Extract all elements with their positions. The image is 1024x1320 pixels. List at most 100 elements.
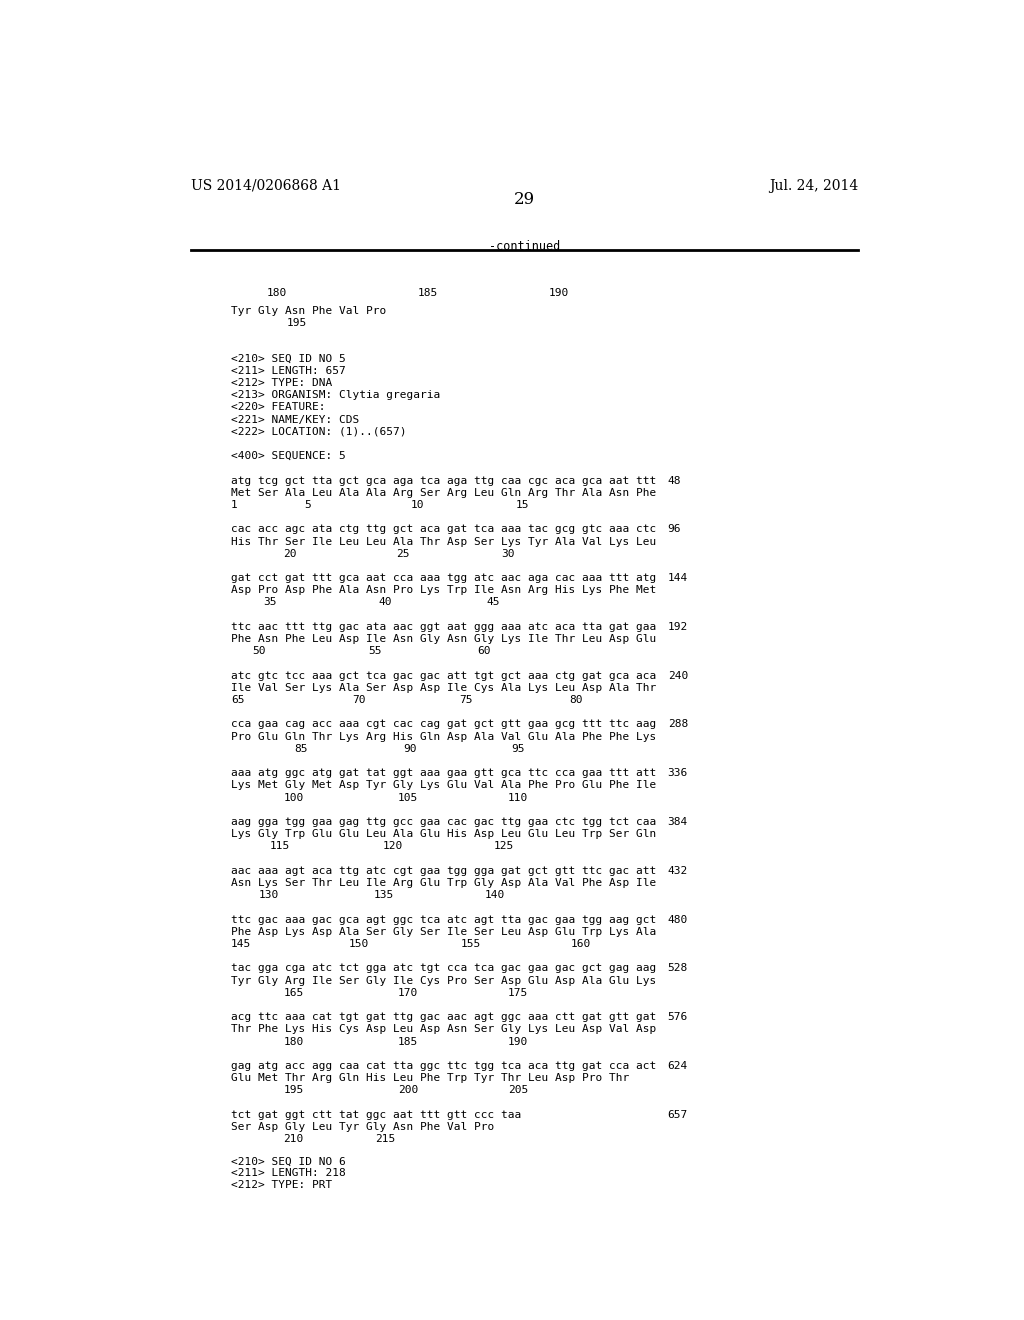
Text: Lys Gly Trp Glu Glu Leu Ala Glu His Asp Leu Glu Leu Trp Ser Gln: Lys Gly Trp Glu Glu Leu Ala Glu His Asp … xyxy=(231,829,656,840)
Text: Thr Phe Lys His Cys Asp Leu Asp Asn Ser Gly Lys Leu Asp Val Asp: Thr Phe Lys His Cys Asp Leu Asp Asn Ser … xyxy=(231,1024,656,1035)
Text: 180: 180 xyxy=(267,289,287,298)
Text: gat cct gat ttt gca aat cca aaa tgg atc aac aga cac aaa ttt atg: gat cct gat ttt gca aat cca aaa tgg atc … xyxy=(231,573,656,583)
Text: 240: 240 xyxy=(668,671,688,681)
Text: 528: 528 xyxy=(668,964,688,973)
Text: <211> LENGTH: 218: <211> LENGTH: 218 xyxy=(231,1168,346,1177)
Text: 105: 105 xyxy=(397,792,418,803)
Text: tct gat ggt ctt tat ggc aat ttt gtt ccc taa: tct gat ggt ctt tat ggc aat ttt gtt ccc … xyxy=(231,1110,521,1119)
Text: 30: 30 xyxy=(501,549,514,558)
Text: His Thr Ser Ile Leu Leu Ala Thr Asp Ser Lys Tyr Ala Val Lys Leu: His Thr Ser Ile Leu Leu Ala Thr Asp Ser … xyxy=(231,536,656,546)
Text: 5: 5 xyxy=(304,500,311,510)
Text: 25: 25 xyxy=(396,549,410,558)
Text: atc gtc tcc aaa gct tca gac gac att tgt gct aaa ctg gat gca aca: atc gtc tcc aaa gct tca gac gac att tgt … xyxy=(231,671,656,681)
Text: aag gga tgg gaa gag ttg gcc gaa cac gac ttg gaa ctc tgg tct caa: aag gga tgg gaa gag ttg gcc gaa cac gac … xyxy=(231,817,656,828)
Text: 195: 195 xyxy=(284,1085,304,1096)
Text: 45: 45 xyxy=(486,598,500,607)
Text: 336: 336 xyxy=(668,768,688,779)
Text: Tyr Gly Asn Phe Val Pro: Tyr Gly Asn Phe Val Pro xyxy=(231,306,386,315)
Text: Ile Val Ser Lys Ala Ser Asp Asp Ile Cys Ala Lys Leu Asp Ala Thr: Ile Val Ser Lys Ala Ser Asp Asp Ile Cys … xyxy=(231,682,656,693)
Text: 95: 95 xyxy=(511,744,525,754)
Text: 130: 130 xyxy=(259,890,280,900)
Text: US 2014/0206868 A1: US 2014/0206868 A1 xyxy=(191,178,341,193)
Text: 35: 35 xyxy=(263,598,276,607)
Text: 657: 657 xyxy=(668,1110,688,1119)
Text: 150: 150 xyxy=(348,939,369,949)
Text: <400> SEQUENCE: 5: <400> SEQUENCE: 5 xyxy=(231,451,346,461)
Text: 384: 384 xyxy=(668,817,688,828)
Text: gag atg acc agg caa cat tta ggc ttc tgg tca aca ttg gat cca act: gag atg acc agg caa cat tta ggc ttc tgg … xyxy=(231,1061,656,1071)
Text: 15: 15 xyxy=(516,500,529,510)
Text: Pro Glu Gln Thr Lys Arg His Gln Asp Ala Val Glu Ala Phe Phe Lys: Pro Glu Gln Thr Lys Arg His Gln Asp Ala … xyxy=(231,731,656,742)
Text: 185: 185 xyxy=(397,1036,418,1047)
Text: atg tcg gct tta gct gca aga tca aga ttg caa cgc aca gca aat ttt: atg tcg gct tta gct gca aga tca aga ttg … xyxy=(231,475,656,486)
Text: 90: 90 xyxy=(403,744,417,754)
Text: 110: 110 xyxy=(508,792,528,803)
Text: <221> NAME/KEY: CDS: <221> NAME/KEY: CDS xyxy=(231,414,359,425)
Text: 195: 195 xyxy=(287,318,307,327)
Text: 140: 140 xyxy=(485,890,506,900)
Text: 96: 96 xyxy=(668,524,681,535)
Text: Lys Met Gly Met Asp Tyr Gly Lys Glu Val Ala Phe Pro Glu Phe Ile: Lys Met Gly Met Asp Tyr Gly Lys Glu Val … xyxy=(231,780,656,791)
Text: acg ttc aaa cat tgt gat ttg gac aac agt ggc aaa ctt gat gtt gat: acg ttc aaa cat tgt gat ttg gac aac agt … xyxy=(231,1012,656,1022)
Text: <222> LOCATION: (1)..(657): <222> LOCATION: (1)..(657) xyxy=(231,426,407,437)
Text: 115: 115 xyxy=(269,841,290,851)
Text: Asp Pro Asp Phe Ala Asn Pro Lys Trp Ile Asn Arg His Lys Phe Met: Asp Pro Asp Phe Ala Asn Pro Lys Trp Ile … xyxy=(231,585,656,595)
Text: -continued: -continued xyxy=(489,240,560,252)
Text: 190: 190 xyxy=(549,289,569,298)
Text: 50: 50 xyxy=(253,647,266,656)
Text: 192: 192 xyxy=(668,622,688,632)
Text: 210: 210 xyxy=(284,1134,304,1144)
Text: 80: 80 xyxy=(569,696,583,705)
Text: 20: 20 xyxy=(284,549,297,558)
Text: 170: 170 xyxy=(397,987,418,998)
Text: 624: 624 xyxy=(668,1061,688,1071)
Text: 60: 60 xyxy=(477,647,490,656)
Text: 145: 145 xyxy=(231,939,252,949)
Text: <213> ORGANISM: Clytia gregaria: <213> ORGANISM: Clytia gregaria xyxy=(231,391,440,400)
Text: 432: 432 xyxy=(668,866,688,875)
Text: 165: 165 xyxy=(284,987,304,998)
Text: ttc gac aaa gac gca agt ggc tca atc agt tta gac gaa tgg aag gct: ttc gac aaa gac gca agt ggc tca atc agt … xyxy=(231,915,656,924)
Text: 576: 576 xyxy=(668,1012,688,1022)
Text: <212> TYPE: PRT: <212> TYPE: PRT xyxy=(231,1180,333,1189)
Text: 29: 29 xyxy=(514,191,536,209)
Text: 144: 144 xyxy=(668,573,688,583)
Text: <210> SEQ ID NO 6: <210> SEQ ID NO 6 xyxy=(231,1156,346,1167)
Text: Glu Met Thr Arg Gln His Leu Phe Trp Tyr Thr Leu Asp Pro Thr: Glu Met Thr Arg Gln His Leu Phe Trp Tyr … xyxy=(231,1073,630,1084)
Text: 10: 10 xyxy=(411,500,424,510)
Text: Jul. 24, 2014: Jul. 24, 2014 xyxy=(769,178,858,193)
Text: ttc aac ttt ttg gac ata aac ggt aat ggg aaa atc aca tta gat gaa: ttc aac ttt ttg gac ata aac ggt aat ggg … xyxy=(231,622,656,632)
Text: 135: 135 xyxy=(374,890,394,900)
Text: Tyr Gly Arg Ile Ser Gly Ile Cys Pro Ser Asp Glu Asp Ala Glu Lys: Tyr Gly Arg Ile Ser Gly Ile Cys Pro Ser … xyxy=(231,975,656,986)
Text: 480: 480 xyxy=(668,915,688,924)
Text: Phe Asn Phe Leu Asp Ile Asn Gly Asn Gly Lys Ile Thr Leu Asp Glu: Phe Asn Phe Leu Asp Ile Asn Gly Asn Gly … xyxy=(231,634,656,644)
Text: Ser Asp Gly Leu Tyr Gly Asn Phe Val Pro: Ser Asp Gly Leu Tyr Gly Asn Phe Val Pro xyxy=(231,1122,495,1133)
Text: aaa atg ggc atg gat tat ggt aaa gaa gtt gca ttc cca gaa ttt att: aaa atg ggc atg gat tat ggt aaa gaa gtt … xyxy=(231,768,656,779)
Text: 125: 125 xyxy=(494,841,514,851)
Text: 55: 55 xyxy=(369,647,382,656)
Text: tac gga cga atc tct gga atc tgt cca tca gac gaa gac gct gag aag: tac gga cga atc tct gga atc tgt cca tca … xyxy=(231,964,656,973)
Text: <220> FEATURE:: <220> FEATURE: xyxy=(231,403,326,412)
Text: 85: 85 xyxy=(294,744,307,754)
Text: 175: 175 xyxy=(508,987,528,998)
Text: cca gaa cag acc aaa cgt cac cag gat gct gtt gaa gcg ttt ttc aag: cca gaa cag acc aaa cgt cac cag gat gct … xyxy=(231,719,656,730)
Text: 205: 205 xyxy=(508,1085,528,1096)
Text: 215: 215 xyxy=(376,1134,396,1144)
Text: 185: 185 xyxy=(418,289,438,298)
Text: 120: 120 xyxy=(383,841,403,851)
Text: 75: 75 xyxy=(460,696,473,705)
Text: Met Ser Ala Leu Ala Ala Arg Ser Arg Leu Gln Arg Thr Ala Asn Phe: Met Ser Ala Leu Ala Ala Arg Ser Arg Leu … xyxy=(231,487,656,498)
Text: 155: 155 xyxy=(461,939,481,949)
Text: 180: 180 xyxy=(284,1036,304,1047)
Text: 65: 65 xyxy=(231,696,245,705)
Text: <212> TYPE: DNA: <212> TYPE: DNA xyxy=(231,378,333,388)
Text: 40: 40 xyxy=(379,598,392,607)
Text: 160: 160 xyxy=(570,939,591,949)
Text: Phe Asp Lys Asp Ala Ser Gly Ser Ile Ser Leu Asp Glu Trp Lys Ala: Phe Asp Lys Asp Ala Ser Gly Ser Ile Ser … xyxy=(231,927,656,937)
Text: <211> LENGTH: 657: <211> LENGTH: 657 xyxy=(231,366,346,376)
Text: 288: 288 xyxy=(668,719,688,730)
Text: <210> SEQ ID NO 5: <210> SEQ ID NO 5 xyxy=(231,354,346,363)
Text: aac aaa agt aca ttg atc cgt gaa tgg gga gat gct gtt ttc gac att: aac aaa agt aca ttg atc cgt gaa tgg gga … xyxy=(231,866,656,875)
Text: cac acc agc ata ctg ttg gct aca gat tca aaa tac gcg gtc aaa ctc: cac acc agc ata ctg ttg gct aca gat tca … xyxy=(231,524,656,535)
Text: 70: 70 xyxy=(352,696,367,705)
